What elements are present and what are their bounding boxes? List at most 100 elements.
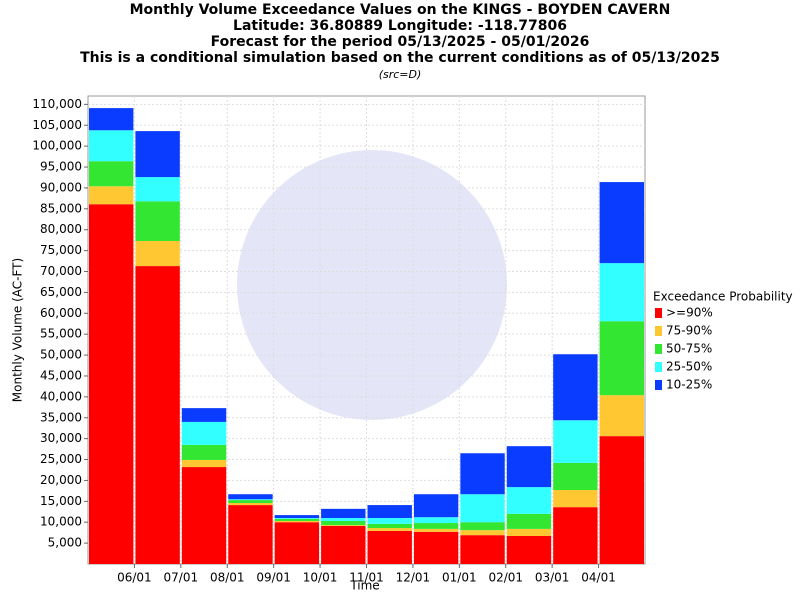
chart-title: This is a conditional simulation based o… — [80, 50, 720, 66]
y-tick-label: 45,000 — [40, 368, 82, 382]
x-tick-label: 10/01 — [303, 571, 338, 585]
bar-segment — [367, 523, 412, 529]
y-tick-label: 60,000 — [40, 306, 82, 320]
x-tick-label: 12/01 — [396, 571, 431, 585]
bar-segment — [321, 520, 366, 526]
legend-swatch — [655, 326, 662, 336]
bar-segment — [367, 530, 412, 564]
bar-segment — [460, 494, 505, 523]
bar-segment — [506, 528, 552, 537]
y-tick-label: 100,000 — [32, 139, 82, 153]
legend-swatch — [655, 308, 662, 318]
legend-label: 25-50% — [666, 360, 712, 374]
bar-segment — [460, 453, 505, 495]
chart-title: Monthly Volume Exceedance Values on the … — [130, 2, 671, 18]
y-tick-label: 110,000 — [32, 97, 82, 111]
bar-segment — [553, 420, 598, 463]
bar-segment — [135, 201, 180, 241]
bar-segment — [274, 522, 320, 564]
x-axis-label: Time — [349, 579, 379, 593]
y-tick-label: 30,000 — [40, 431, 82, 445]
legend-swatch — [655, 380, 662, 390]
bar-segment — [460, 535, 505, 564]
y-tick-label: 20,000 — [40, 473, 82, 487]
bar-segment — [135, 240, 180, 267]
bar-segment — [274, 515, 320, 519]
y-tick-label: 90,000 — [40, 180, 82, 194]
legend-swatch — [655, 362, 662, 372]
x-tick-label: 08/01 — [210, 571, 245, 585]
bar-segment — [413, 517, 459, 524]
bar-segment — [599, 263, 644, 322]
bar-segment — [413, 523, 459, 529]
bar-segment — [181, 421, 227, 445]
legend-label: 10-25% — [666, 378, 712, 392]
bar-segment — [274, 520, 320, 523]
y-tick-label: 75,000 — [40, 243, 82, 257]
chart-title: Forecast for the period 05/13/2025 - 05/… — [211, 34, 590, 50]
bar-segment — [367, 505, 412, 519]
x-tick-label: 11/01 — [349, 571, 384, 585]
bar-segment — [599, 182, 644, 264]
bar-segment — [321, 508, 366, 519]
bar-segment — [367, 528, 412, 531]
y-tick-label: 35,000 — [40, 410, 82, 424]
chart-title: Latitude: 36.80889 Longitude: -118.77806 — [233, 18, 567, 34]
bar-segment — [413, 531, 459, 564]
x-tick-label: 01/01 — [442, 571, 477, 585]
bar-segment — [228, 499, 273, 501]
y-tick-label: 40,000 — [40, 389, 82, 403]
legend-swatch — [655, 344, 662, 354]
x-tick-label: 02/01 — [488, 571, 523, 585]
bar-segment — [321, 525, 366, 526]
bar-segment — [506, 513, 552, 529]
legend-title: Exceedance Probability — [653, 290, 793, 304]
y-tick-label: 105,000 — [32, 118, 82, 132]
watermark — [237, 150, 507, 420]
y-axis-label: Monthly Volume (AC-FT) — [11, 258, 25, 402]
bar-segment — [135, 266, 180, 564]
bar-segment — [553, 507, 598, 564]
bar-segment — [228, 505, 273, 564]
y-tick-label: 50,000 — [40, 348, 82, 362]
bar-segment — [228, 494, 273, 500]
bar-segment — [181, 408, 227, 422]
bar-segment — [413, 528, 459, 532]
bar-segment — [181, 444, 227, 460]
y-tick-label: 55,000 — [40, 327, 82, 341]
y-tick-label: 80,000 — [40, 222, 82, 236]
bar-segment — [367, 518, 412, 524]
y-tick-label: 70,000 — [40, 264, 82, 278]
bar-segment — [89, 204, 134, 564]
bar-segment — [553, 462, 598, 491]
bar-segment — [228, 500, 273, 503]
bar-segment — [599, 395, 644, 437]
bar-segment — [274, 518, 320, 519]
bar-segment — [321, 525, 366, 564]
bar-segment — [413, 494, 459, 518]
x-tick-label: 09/01 — [256, 571, 291, 585]
y-tick-label: 10,000 — [40, 515, 82, 529]
bar-segment — [553, 490, 598, 508]
subtitle: (src=D) — [379, 68, 422, 81]
y-tick-label: 65,000 — [40, 285, 82, 299]
x-tick-label: 03/01 — [535, 571, 570, 585]
x-tick-label: 04/01 — [581, 571, 616, 585]
bar-segment — [599, 436, 644, 564]
y-tick-label: 95,000 — [40, 160, 82, 174]
bar-segment — [135, 177, 180, 202]
y-tick-label: 85,000 — [40, 201, 82, 215]
bar-segment — [89, 186, 134, 205]
bar-segment — [506, 487, 552, 514]
bar-segment — [89, 108, 134, 131]
bar-segment — [506, 446, 552, 488]
bar-segment — [506, 536, 552, 564]
bar-segment — [460, 522, 505, 531]
y-tick-label: 15,000 — [40, 494, 82, 508]
bar-segment — [181, 467, 227, 564]
bar-segment — [321, 518, 366, 521]
bar-segment — [553, 354, 598, 421]
legend-label: 75-90% — [666, 324, 712, 338]
bar-segment — [89, 130, 134, 162]
